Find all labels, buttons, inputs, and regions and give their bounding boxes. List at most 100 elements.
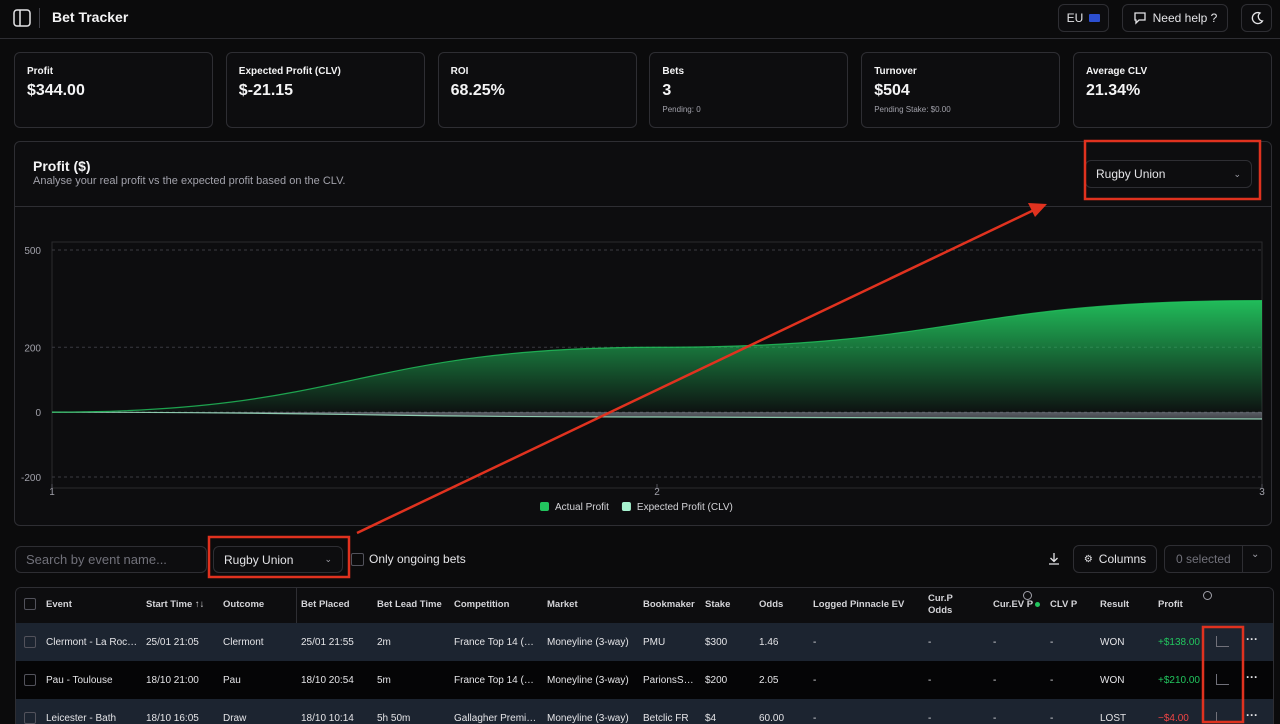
sidebar-toggle[interactable] — [13, 9, 31, 27]
table-cell: - — [1050, 675, 1054, 686]
stat-value: $-21.15 — [238, 82, 294, 99]
divider — [15, 206, 1271, 207]
row-checkbox[interactable] — [24, 712, 36, 724]
row-checkbox[interactable] — [24, 674, 36, 686]
search-input[interactable]: Search by event name... — [15, 546, 207, 573]
table-cell: - — [1050, 637, 1054, 648]
ongoing-label[interactable]: Only ongoing bets — [369, 552, 466, 566]
ongoing-checkbox[interactable] — [351, 553, 364, 566]
column-header[interactable]: Profit — [1158, 599, 1183, 610]
table-cell: Moneyline (3-way) — [547, 637, 629, 648]
stat-value: 3 — [662, 82, 672, 99]
selected-label: 0 selected — [1176, 552, 1231, 566]
divider — [39, 8, 40, 28]
column-header[interactable]: Result — [1100, 599, 1130, 610]
moon-icon — [1251, 11, 1264, 25]
column-header[interactable]: CLV P — [1050, 599, 1078, 610]
row-chart-button[interactable] — [1216, 636, 1229, 647]
stat-card — [861, 52, 1061, 128]
region-button[interactable]: EU — [1058, 4, 1109, 32]
column-header[interactable]: Start Time ↑↓ — [146, 599, 205, 610]
stat-card — [437, 52, 637, 128]
table-cell: 18/10 16:05 — [146, 713, 199, 724]
table-cell: - — [928, 637, 932, 648]
column-header[interactable]: Cur.P Odds — [928, 593, 953, 616]
row-menu-button[interactable]: ··· — [1246, 670, 1258, 684]
row-menu-button[interactable]: ··· — [1246, 708, 1258, 722]
x-tick-label: 2 — [654, 487, 660, 498]
stat-label: ROI — [450, 66, 469, 77]
table-cell: WON — [1100, 637, 1125, 648]
chart-title: Profit ($) — [33, 158, 91, 174]
column-header[interactable]: Logged Pinnacle EV — [813, 599, 905, 610]
stat-sub: Pending Stake: $0.00 — [874, 105, 951, 114]
table-cell: - — [928, 713, 932, 724]
row-chart-button[interactable] — [1216, 712, 1229, 723]
table-cell: 2m — [377, 637, 391, 648]
stat-label: Expected Profit (CLV) — [238, 66, 341, 77]
stat-label: Average CLV — [1086, 66, 1148, 77]
column-header[interactable]: Bet Lead Time — [377, 599, 442, 610]
row-checkbox[interactable] — [24, 636, 36, 648]
theme-button[interactable] — [1241, 4, 1272, 32]
y-tick-label: 200 — [24, 343, 41, 354]
chart: -200 0 200 500 1 2 3 Actual Profit Expected Prof… — [21, 241, 1265, 513]
row-chart-button[interactable] — [1216, 674, 1229, 685]
column-header[interactable]: Odds — [759, 599, 784, 610]
header-checkbox[interactable] — [24, 598, 36, 610]
table-cell: 18/10 21:00 — [146, 675, 199, 686]
column-header[interactable]: Market — [547, 599, 578, 610]
table-cell: - — [813, 637, 817, 648]
legend-label: Actual Profit — [555, 502, 609, 513]
column-header[interactable]: Cur.EV P — [993, 599, 1034, 610]
bets-table: Event Start Time ↑↓ Outcome Bet Placed Bet L… — [15, 587, 1274, 724]
chevron: ⌄ — [1251, 549, 1260, 560]
stat-value: 68.25% — [450, 82, 505, 99]
table-sport-select[interactable]: Rugby Union ⌄ — [213, 546, 343, 573]
table-cell: 18/10 10:14 — [301, 713, 354, 724]
column-header[interactable]: Outcome — [223, 599, 265, 610]
top-bar — [0, 0, 1280, 39]
help-button[interactable]: Need help ? — [1122, 4, 1228, 32]
table-row[interactable] — [16, 699, 1273, 724]
table-cell: Pau — [223, 675, 241, 686]
column-header[interactable]: Event — [46, 599, 72, 610]
table-cell: 18/10 20:54 — [301, 675, 354, 686]
y-tick-label: 500 — [24, 246, 41, 257]
table-header — [16, 588, 1273, 624]
row-menu-button[interactable]: ··· — [1246, 632, 1258, 646]
column-header[interactable]: Bet Placed — [301, 599, 350, 610]
table-cell: Draw — [223, 713, 247, 724]
table-cell: - — [993, 713, 997, 724]
download-button[interactable] — [1046, 551, 1062, 567]
columns-button[interactable]: ⚙ Columns — [1073, 545, 1157, 573]
table-cell: WON — [1100, 675, 1125, 686]
table-cell: LOST — [1100, 713, 1127, 724]
legend-swatch — [540, 502, 549, 511]
table-row[interactable] — [16, 661, 1273, 700]
bulk-select[interactable]: 0 selected — [1164, 545, 1272, 573]
stat-label: Turnover — [874, 66, 917, 77]
chevron: ⌄ — [324, 554, 332, 564]
info-icon — [1203, 591, 1212, 600]
stat-card — [225, 52, 425, 128]
column-header[interactable]: Bookmaker — [643, 599, 695, 610]
help-label: Need help ? — [1152, 11, 1218, 25]
table-cell: - — [813, 675, 817, 686]
area-fill — [52, 300, 1262, 413]
stat-sub: Pending: 0 — [662, 105, 701, 114]
table-cell: 1.46 — [759, 637, 779, 648]
table-cell: $200 — [705, 675, 728, 686]
table-cell: 60.00 — [759, 713, 785, 724]
table-sport-value: Rugby Union — [224, 552, 294, 567]
column-header[interactable]: Stake — [705, 599, 731, 610]
table-cell: Betclic FR — [643, 713, 689, 724]
column-header[interactable]: Competition — [454, 599, 510, 610]
table-cell: Clermont - La Roc… — [46, 637, 138, 648]
divider — [1242, 546, 1243, 572]
y-tick-label: -200 — [21, 473, 41, 484]
x-tick-label: 3 — [1259, 487, 1265, 498]
table-cell: - — [813, 713, 817, 724]
stat-card — [1073, 52, 1272, 128]
